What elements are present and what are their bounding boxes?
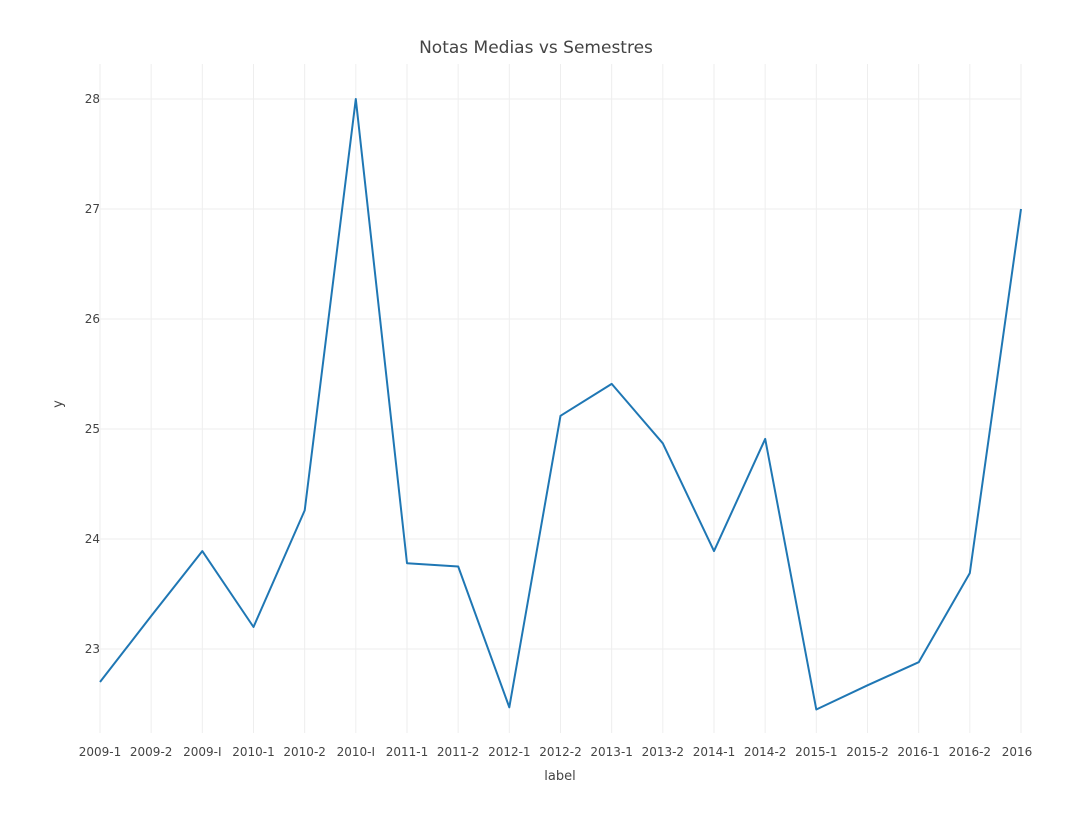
y-tick-labels: 23 24 25 26 27 28 <box>85 92 100 656</box>
y-axis-title: y <box>51 400 66 408</box>
x-tick-label: 2011-1 <box>386 745 429 759</box>
chart-title: Notas Medias vs Semestres <box>419 38 653 58</box>
x-tick-label: 2013-2 <box>642 745 685 759</box>
x-tick-label: 2015-1 <box>795 745 838 759</box>
x-tick-label: 2013-1 <box>590 745 633 759</box>
y-gridlines <box>100 98 1021 650</box>
y-tick-label: 25 <box>85 422 100 436</box>
x-tick-label: 2015-2 <box>846 745 889 759</box>
x-tick-label: 2009-1 <box>79 745 122 759</box>
x-gridlines <box>99 64 1022 733</box>
x-tick-label: 2010-I <box>337 745 375 759</box>
x-tick-label: 2016-1 <box>897 745 940 759</box>
x-tick-label: 2014-2 <box>744 745 787 759</box>
x-tick-label: 2009-I <box>183 745 221 759</box>
y-tick-label: 23 <box>85 642 100 656</box>
x-tick-label: 2012-1 <box>488 745 531 759</box>
y-tick-label: 27 <box>85 202 100 216</box>
x-tick-label: 2016-2 <box>949 745 992 759</box>
y-tick-label: 26 <box>85 312 100 326</box>
x-tick-label: 2012-2 <box>539 745 582 759</box>
x-tick-labels: 2009-1 2009-2 2009-I 2010-1 2010-2 2010-I 2011… <box>79 745 1033 759</box>
x-tick-label: 2014-1 <box>693 745 736 759</box>
y-tick-label: 28 <box>85 92 100 106</box>
x-tick-label: 2009-2 <box>130 745 173 759</box>
x-tick-label: 2016 <box>1002 745 1033 759</box>
x-axis-title: label <box>544 769 575 784</box>
y-tick-label: 24 <box>85 532 100 546</box>
x-tick-label: 2010-1 <box>232 745 275 759</box>
series-line <box>99 98 1022 711</box>
x-tick-label: 2011-2 <box>437 745 480 759</box>
x-tick-label: 2010-2 <box>283 745 326 759</box>
